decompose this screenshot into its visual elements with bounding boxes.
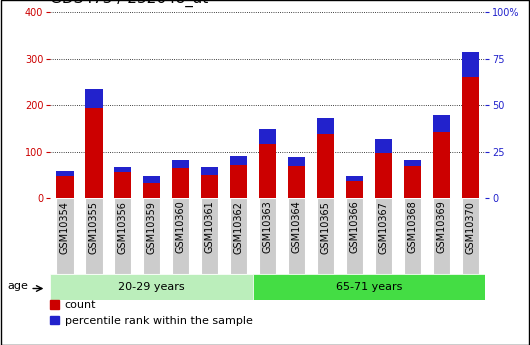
Bar bbox=[201, 167, 218, 198]
Bar bbox=[317, 118, 334, 198]
Bar bbox=[230, 198, 248, 274]
Bar bbox=[462, 52, 479, 198]
Text: GSM10361: GSM10361 bbox=[205, 201, 215, 253]
Bar bbox=[346, 176, 363, 198]
Bar bbox=[230, 156, 248, 198]
Bar bbox=[253, 274, 485, 300]
Bar bbox=[375, 139, 392, 153]
Bar bbox=[56, 198, 74, 274]
Bar bbox=[143, 177, 161, 184]
Legend: count, percentile rank within the sample: count, percentile rank within the sample bbox=[50, 300, 253, 326]
Bar bbox=[85, 89, 102, 198]
Bar bbox=[288, 157, 305, 166]
Bar bbox=[259, 129, 276, 144]
Bar bbox=[433, 198, 450, 274]
Bar bbox=[462, 52, 479, 77]
Text: 20-29 years: 20-29 years bbox=[118, 282, 185, 292]
Text: GSM10365: GSM10365 bbox=[321, 201, 331, 254]
Bar bbox=[56, 171, 74, 198]
Bar bbox=[172, 198, 189, 274]
Bar bbox=[462, 198, 479, 274]
Bar bbox=[114, 167, 131, 198]
Bar bbox=[201, 167, 218, 175]
Bar bbox=[259, 129, 276, 198]
Bar bbox=[50, 274, 253, 300]
Bar bbox=[201, 198, 218, 274]
Bar bbox=[172, 160, 189, 198]
Text: GSM10359: GSM10359 bbox=[147, 201, 157, 254]
Bar bbox=[404, 198, 421, 274]
Bar bbox=[346, 176, 363, 181]
Bar bbox=[114, 167, 131, 172]
Bar bbox=[317, 198, 334, 274]
Bar bbox=[56, 171, 74, 176]
Bar bbox=[230, 156, 248, 165]
Bar bbox=[404, 160, 421, 166]
Bar bbox=[317, 118, 334, 134]
Text: GSM10367: GSM10367 bbox=[378, 201, 388, 254]
Text: GSM10366: GSM10366 bbox=[350, 201, 359, 253]
Text: GSM10370: GSM10370 bbox=[465, 201, 475, 254]
Bar bbox=[85, 198, 102, 274]
Bar bbox=[259, 198, 276, 274]
Text: age: age bbox=[7, 281, 29, 291]
Bar bbox=[85, 89, 102, 108]
Text: GSM10363: GSM10363 bbox=[263, 201, 272, 253]
Text: GSM10362: GSM10362 bbox=[234, 201, 244, 254]
Bar bbox=[114, 198, 131, 274]
Bar bbox=[404, 160, 421, 198]
Bar bbox=[143, 177, 161, 198]
Bar bbox=[433, 116, 450, 132]
Text: GSM10356: GSM10356 bbox=[118, 201, 128, 254]
Bar bbox=[375, 198, 392, 274]
Text: GSM10364: GSM10364 bbox=[292, 201, 302, 253]
Bar bbox=[346, 198, 363, 274]
Bar bbox=[143, 198, 161, 274]
Bar bbox=[375, 139, 392, 198]
Text: GSM10355: GSM10355 bbox=[89, 201, 99, 254]
Text: 65-71 years: 65-71 years bbox=[336, 282, 402, 292]
Bar bbox=[288, 157, 305, 198]
Text: GSM10360: GSM10360 bbox=[176, 201, 186, 253]
Bar bbox=[288, 198, 305, 274]
Text: GDS473 / 232648_at: GDS473 / 232648_at bbox=[50, 0, 209, 8]
Text: GSM10354: GSM10354 bbox=[60, 201, 70, 254]
Text: GSM10368: GSM10368 bbox=[408, 201, 418, 253]
Bar bbox=[172, 160, 189, 168]
Text: GSM10369: GSM10369 bbox=[437, 201, 446, 253]
Bar bbox=[433, 116, 450, 198]
